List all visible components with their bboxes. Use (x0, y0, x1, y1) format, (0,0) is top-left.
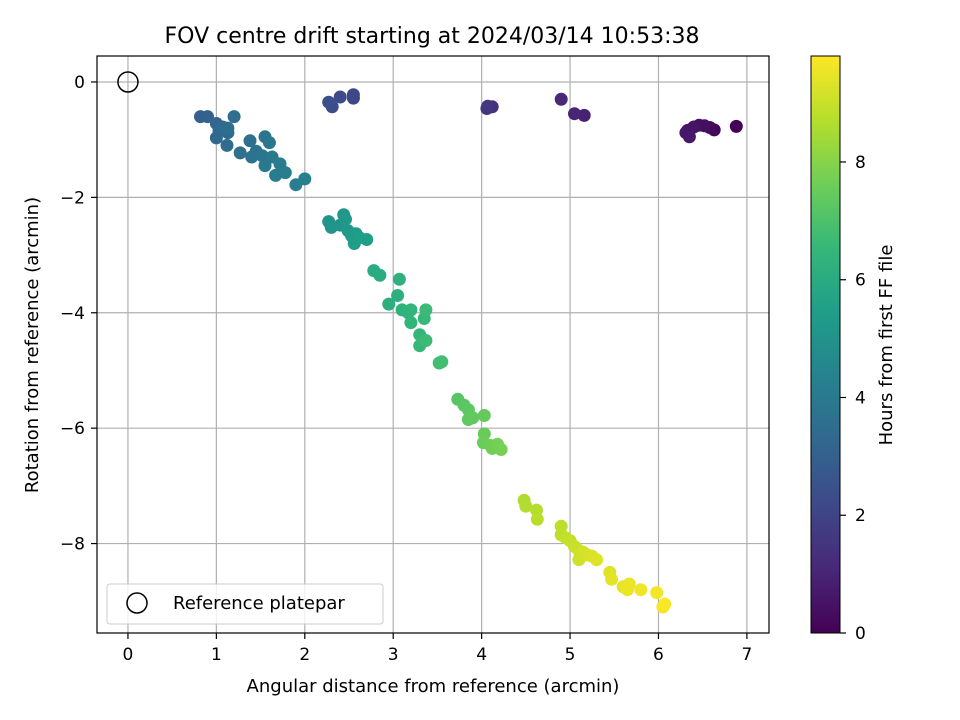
colorbar-tick-label: 2 (855, 506, 866, 526)
legend-marker-open-circle (126, 592, 148, 614)
data-point (554, 92, 568, 106)
data-point (404, 316, 418, 330)
data-point (682, 130, 696, 144)
data-point (729, 119, 743, 133)
data-point (255, 149, 269, 163)
chart-title: FOV centre drift starting at 2024/03/14 … (165, 24, 700, 49)
data-point (221, 121, 235, 135)
data-point (577, 108, 591, 122)
data-point (262, 136, 276, 150)
data-point (621, 583, 634, 597)
colorbar-gradient (810, 55, 841, 634)
legend-label: Reference platepar (173, 593, 345, 614)
data-point (391, 289, 405, 302)
data-point (243, 134, 257, 148)
data-point (530, 512, 544, 526)
data-point (360, 233, 374, 246)
x-tick-label: 4 (476, 645, 487, 665)
colorbar-tick-label: 8 (855, 153, 866, 173)
data-point (333, 90, 347, 104)
data-point (373, 268, 387, 282)
data-point (382, 297, 396, 311)
data-point (590, 553, 604, 567)
colorbar: 0 2 4 6 8 Hours from first FF file (810, 55, 897, 644)
colorbar-tick-label: 4 (855, 388, 866, 408)
y-tick-label: −8 (60, 535, 85, 555)
x-tick-label: 0 (123, 645, 134, 665)
x-axis-label: Angular distance from reference (arcmin) (247, 676, 620, 697)
x-tick-label: 6 (653, 645, 664, 665)
y-tick-label: −4 (60, 304, 85, 324)
data-point (568, 107, 581, 121)
y-axis-label: Rotation from reference (arcmin) (22, 197, 43, 493)
data-point (201, 110, 214, 124)
data-point (494, 443, 508, 456)
colorbar-ticks: 0 2 4 6 8 (840, 153, 866, 644)
data-point (634, 583, 648, 597)
legend: Reference platepar (106, 583, 384, 625)
colorbar-tick-label: 6 (855, 271, 866, 291)
data-point (209, 131, 223, 145)
data-point (227, 110, 241, 124)
reference-platepar-marker (117, 71, 139, 93)
data-point (519, 499, 533, 513)
x-tick-label: 1 (211, 645, 222, 665)
data-points (194, 88, 743, 614)
data-point (481, 99, 495, 113)
y-tick-label: −2 (60, 188, 85, 208)
data-point (339, 212, 352, 226)
data-point (650, 586, 664, 600)
data-point (435, 355, 449, 369)
data-point (346, 91, 360, 105)
data-point (298, 172, 312, 186)
data-point (658, 597, 672, 611)
y-tick-label: 0 (74, 73, 85, 93)
plot-frame (96, 55, 770, 634)
data-point (322, 95, 336, 109)
data-point (233, 146, 247, 160)
grid (97, 56, 769, 633)
y-tick-label: −6 (60, 419, 85, 439)
data-point (477, 409, 491, 422)
data-point (278, 166, 292, 180)
x-tick-label: 5 (565, 645, 576, 665)
data-point (605, 572, 619, 586)
x-tick-label: 7 (741, 645, 752, 665)
data-point (220, 138, 234, 152)
data-point (392, 272, 406, 286)
reference-marker-group (117, 71, 139, 93)
colorbar-label: Hours from first FF file (876, 245, 897, 446)
colorbar-tick-label: 0 (855, 624, 866, 644)
data-point (419, 334, 433, 347)
legend-box (106, 583, 384, 625)
data-point (404, 303, 418, 317)
x-axis-ticks: 0 1 2 3 4 5 6 7 (123, 633, 752, 665)
x-tick-label: 3 (388, 645, 399, 665)
data-point (258, 159, 272, 173)
x-tick-label: 2 (299, 645, 310, 665)
data-point (419, 303, 433, 317)
data-point (466, 411, 480, 425)
y-axis-ticks: 0 −2 −4 −6 −8 (60, 73, 97, 555)
